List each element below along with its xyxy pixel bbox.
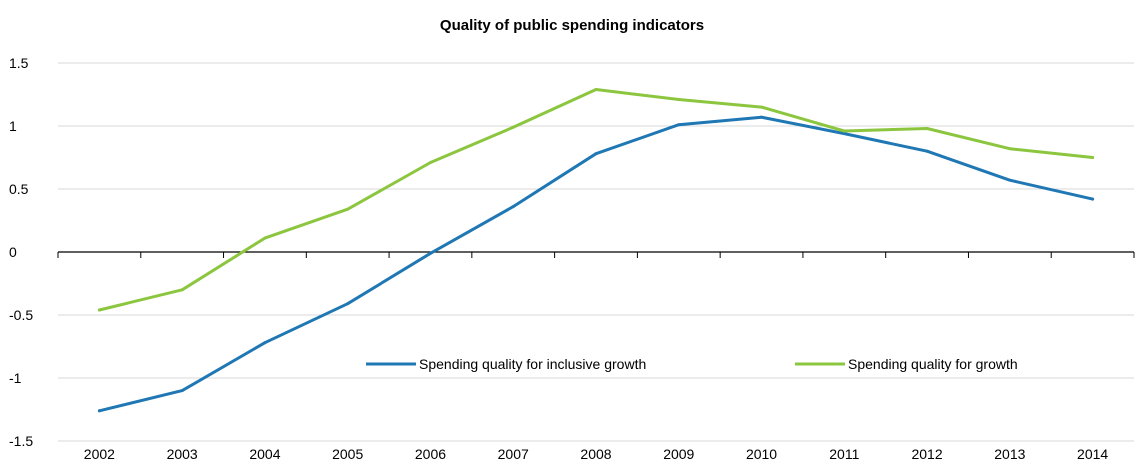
data-point <box>760 105 764 109</box>
x-tick-label: 2003 <box>167 446 198 462</box>
y-tick-label: 0.5 <box>9 181 29 197</box>
chart-title: Quality of public spending indicators <box>439 17 705 34</box>
x-tick-label: 2009 <box>663 446 694 462</box>
data-point <box>180 389 184 393</box>
x-tick-label: 2006 <box>415 446 446 462</box>
data-point <box>1008 178 1012 182</box>
x-tick-label: 2008 <box>580 446 611 462</box>
data-point <box>1008 147 1012 151</box>
x-tick-label: 2013 <box>994 446 1025 462</box>
data-point <box>677 98 681 102</box>
data-point <box>428 251 432 255</box>
legend-label: Spending quality for inclusive growth <box>419 356 646 372</box>
series-line-2 <box>97 88 1095 312</box>
data-point <box>263 341 267 345</box>
data-point <box>428 161 432 165</box>
data-point <box>677 123 681 127</box>
x-tick-label: 2012 <box>911 446 942 462</box>
data-point <box>511 125 515 129</box>
data-point <box>594 87 598 91</box>
data-point <box>511 205 515 209</box>
data-point <box>97 409 101 413</box>
y-tick-label: -0.5 <box>9 307 33 323</box>
y-tick-label: -1 <box>9 370 22 386</box>
x-tick-label: 2010 <box>746 446 777 462</box>
data-point <box>180 288 184 292</box>
legend-label: Spending quality for growth <box>848 356 1018 372</box>
data-point <box>263 236 267 240</box>
x-tick-label: 2005 <box>332 446 363 462</box>
data-point <box>1091 197 1095 201</box>
data-point <box>346 207 350 211</box>
data-point <box>842 129 846 133</box>
x-tick-label: 2004 <box>249 446 280 462</box>
y-tick-label: 1.5 <box>9 55 29 71</box>
series-layer <box>97 87 1095 413</box>
data-point <box>97 308 101 312</box>
y-tick-label: 0 <box>9 244 17 260</box>
data-point <box>925 127 929 131</box>
legend: Spending quality for inclusive growth Spe… <box>366 356 1018 372</box>
data-point <box>760 115 764 119</box>
x-tick-label: 2014 <box>1077 446 1108 462</box>
data-point <box>925 149 929 153</box>
axis-layer: -1.5 -1 -0.5 0 0.5 1 1.5 2002 2003 2004 2005 2006 20… <box>9 55 1135 462</box>
data-point <box>346 302 350 306</box>
y-tick-label: -1.5 <box>9 433 33 449</box>
x-tick-label: 2007 <box>498 446 529 462</box>
data-point <box>1091 156 1095 159</box>
data-point <box>842 132 846 136</box>
data-point <box>594 152 598 156</box>
x-tick-label: 2002 <box>84 446 115 462</box>
x-tick-label: 2011 <box>829 446 859 462</box>
y-tick-label: 1 <box>9 118 17 134</box>
grid-layer <box>58 62 1134 442</box>
